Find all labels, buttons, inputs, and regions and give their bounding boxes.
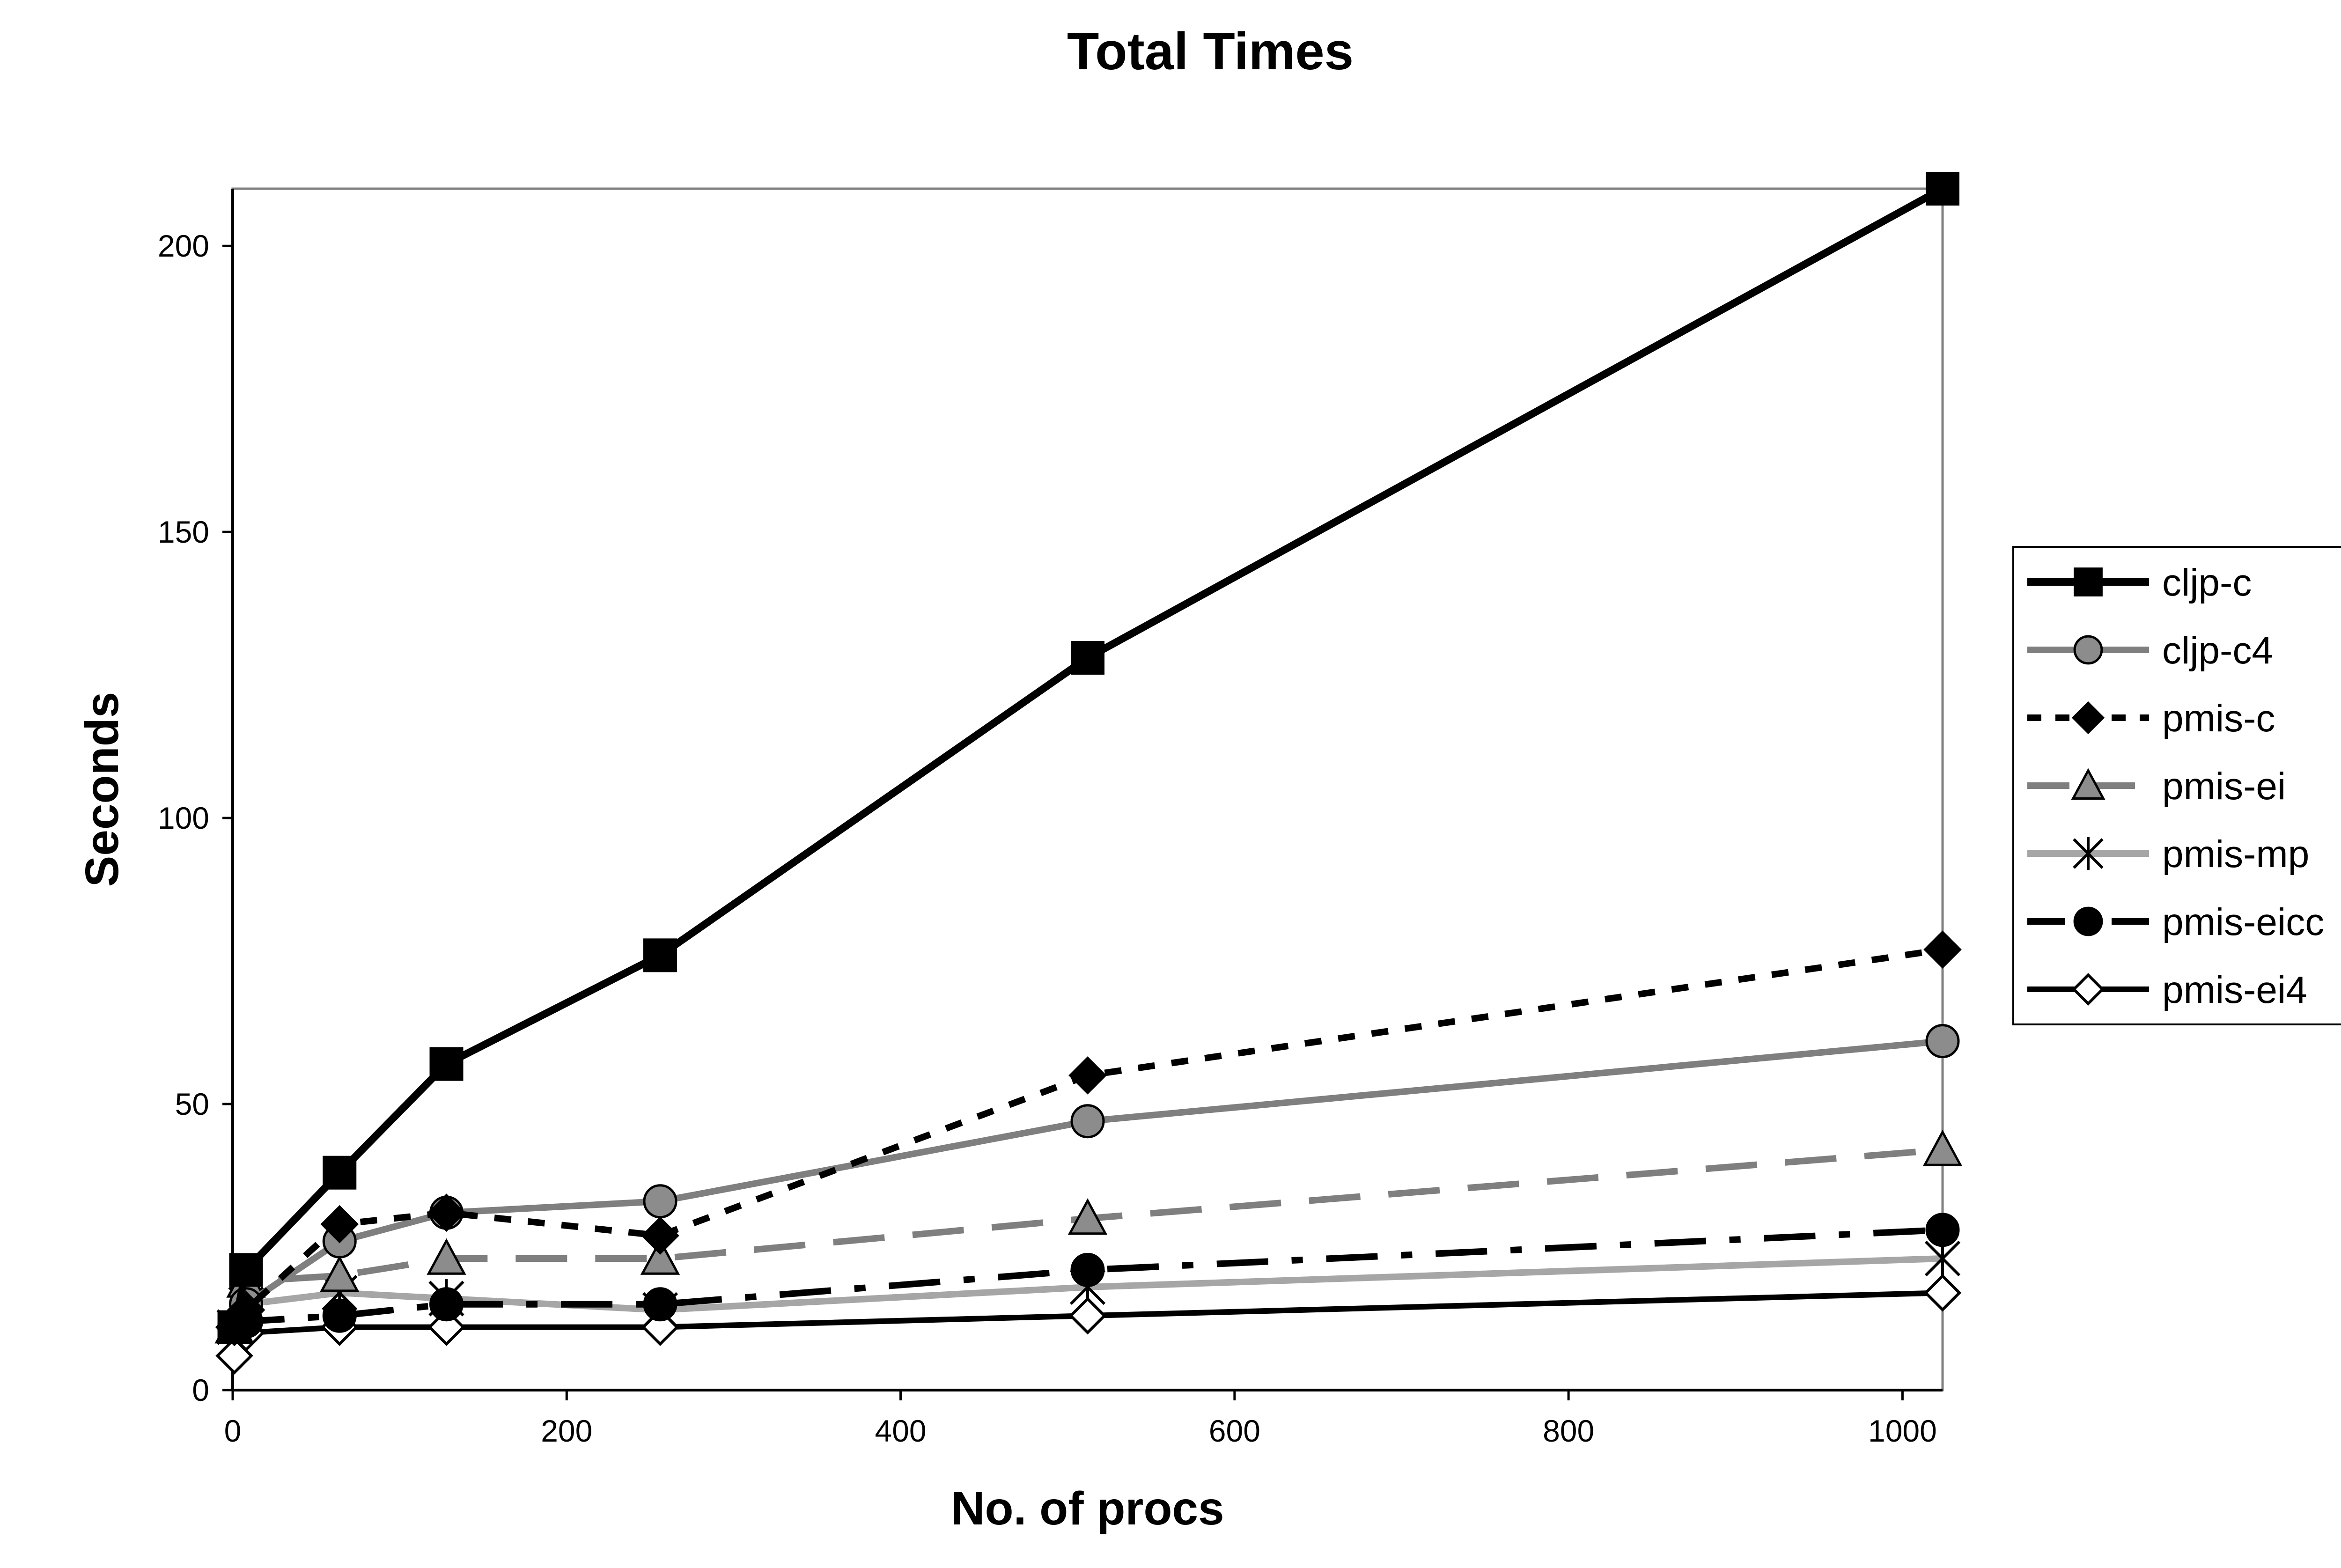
data-point-pmis-ei-marker bbox=[320, 1255, 360, 1292]
legend-cljp-c-marker bbox=[2074, 567, 2103, 596]
legend-label-cljp-c: cljp-c bbox=[2162, 561, 2252, 604]
legend-entry-pmis-ei: pmis-ei bbox=[2027, 765, 2286, 808]
legend-label-pmis-eicc: pmis-eicc bbox=[2162, 901, 2324, 943]
y-tick-label: 100 bbox=[158, 801, 209, 835]
y-tick-label: 150 bbox=[158, 515, 209, 549]
data-point-pmis-c-marker bbox=[427, 1193, 466, 1232]
legend-pmis-eicc-marker bbox=[2073, 906, 2103, 936]
data-point-pmis-eicc-marker bbox=[1070, 1252, 1105, 1287]
series-layer bbox=[214, 172, 1963, 1375]
legend-entry-pmis-eicc: pmis-eicc bbox=[2027, 901, 2324, 943]
legend-entry-cljp-c: cljp-c bbox=[2027, 561, 2252, 604]
legend-label-pmis-c: pmis-c bbox=[2162, 697, 2275, 740]
x-tick-label: 0 bbox=[224, 1413, 242, 1448]
legend-pmis-ei-marker bbox=[2071, 768, 2105, 800]
data-point-cljp-c-marker bbox=[643, 938, 677, 972]
y-axis-label: Seconds bbox=[76, 692, 128, 887]
legend-label-cljp-c4: cljp-c4 bbox=[2162, 629, 2273, 672]
data-point-cljp-c-marker bbox=[1071, 640, 1104, 675]
data-point-pmis-ei4-marker bbox=[1923, 1274, 1962, 1312]
data-point-pmis-ei-marker bbox=[640, 1238, 680, 1275]
legend-entry-pmis-ei4: pmis-ei4 bbox=[2027, 969, 2307, 1011]
x-tick-label: 800 bbox=[1543, 1413, 1594, 1448]
series-line-cljp-c bbox=[230, 185, 1944, 1328]
data-point-pmis-ei-marker bbox=[1922, 1129, 1963, 1166]
data-point-cljp-c-marker bbox=[229, 1253, 263, 1287]
data-point-pmis-eicc-marker bbox=[322, 1298, 357, 1333]
data-point-cljp-c4-marker bbox=[643, 1184, 677, 1219]
legend-pmis-mp-marker bbox=[2073, 837, 2104, 870]
data-point-pmis-c-marker bbox=[1068, 1056, 1107, 1095]
data-point-pmis-eicc-marker bbox=[429, 1287, 464, 1322]
y-tick-label: 50 bbox=[175, 1087, 209, 1121]
data-point-pmis-c-marker bbox=[641, 1216, 679, 1255]
data-point-cljp-c4-marker bbox=[1070, 1104, 1105, 1139]
legend-entry-pmis-c: pmis-c bbox=[2027, 697, 2275, 740]
data-point-pmis-c-marker bbox=[1923, 930, 1962, 969]
data-point-pmis-ei4-marker bbox=[1068, 1296, 1107, 1335]
legend-label-pmis-ei: pmis-ei bbox=[2162, 765, 2286, 808]
data-point-cljp-c-marker bbox=[429, 1047, 464, 1081]
x-axis-label: No. of procs bbox=[951, 1482, 1224, 1535]
legend-pmis-ei4-marker bbox=[2072, 973, 2105, 1006]
data-point-pmis-c-marker bbox=[320, 1205, 359, 1244]
data-point-cljp-c-marker bbox=[217, 1310, 251, 1344]
x-tick-label: 200 bbox=[541, 1413, 592, 1448]
data-point-pmis-ei-marker bbox=[427, 1238, 466, 1275]
data-point-pmis-eicc-marker bbox=[643, 1287, 677, 1322]
y-tick-label: 200 bbox=[158, 228, 209, 263]
legend: cljp-c cljp-c4 pmis-c pmis-ei pmis-mp pmis-ei… bbox=[2012, 546, 2341, 1025]
legend-pmis-c-marker bbox=[2071, 701, 2105, 735]
x-axis-ticks: 0 200 400 600 800 1000 bbox=[224, 1390, 1937, 1448]
data-point-pmis-eicc-marker bbox=[1925, 1213, 1960, 1247]
legend-entry-cljp-c4: cljp-c4 bbox=[2027, 629, 2273, 672]
chart-title: Total Times bbox=[1067, 22, 1354, 81]
data-point-cljp-c-marker bbox=[1926, 172, 1959, 206]
data-point-pmis-ei-marker bbox=[1067, 1198, 1108, 1235]
data-point-cljp-c4-marker bbox=[1925, 1024, 1960, 1059]
x-tick-label: 1000 bbox=[1868, 1413, 1937, 1448]
data-point-cljp-c-marker bbox=[323, 1156, 357, 1190]
legend-label-pmis-ei4: pmis-ei4 bbox=[2162, 969, 2307, 1011]
x-tick-label: 400 bbox=[875, 1413, 927, 1448]
legend-cljp-c4-marker bbox=[2073, 635, 2103, 665]
x-tick-label: 600 bbox=[1209, 1413, 1260, 1448]
y-tick-label: 0 bbox=[192, 1373, 209, 1407]
series-cljp-c bbox=[217, 172, 1959, 1344]
legend-entry-pmis-mp: pmis-mp bbox=[2027, 833, 2309, 876]
y-axis-ticks: 0 50 100 150 200 bbox=[158, 228, 233, 1407]
legend-label-pmis-mp: pmis-mp bbox=[2162, 833, 2309, 876]
